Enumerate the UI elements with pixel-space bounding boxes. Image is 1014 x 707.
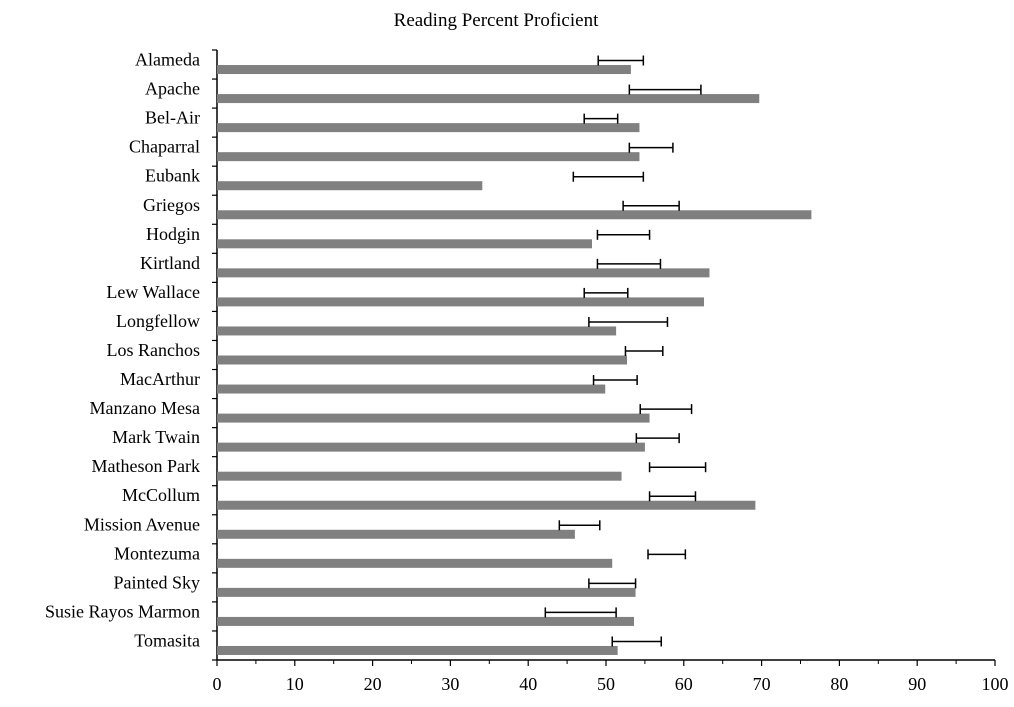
category-label: Los Ranchos xyxy=(107,340,201,360)
bar xyxy=(217,645,618,655)
x-tick-label: 90 xyxy=(908,674,926,694)
bar xyxy=(217,558,613,568)
bar xyxy=(217,355,628,365)
bar xyxy=(217,616,635,626)
category-label: Matheson Park xyxy=(92,456,200,476)
bar xyxy=(217,152,640,162)
x-tick-label: 60 xyxy=(675,674,693,694)
bar xyxy=(217,384,606,394)
bar xyxy=(217,268,710,278)
x-tick-label: 10 xyxy=(286,674,304,694)
bar xyxy=(217,587,636,597)
category-label: Longfellow xyxy=(116,311,200,331)
category-label: McCollum xyxy=(122,485,200,505)
x-tick-label: 100 xyxy=(982,674,1009,694)
bar xyxy=(217,210,812,220)
category-label: Montezuma xyxy=(114,543,200,563)
chart-title: Reading Percent Proficient xyxy=(394,10,599,31)
category-label: Kirtland xyxy=(140,253,200,273)
bar xyxy=(217,65,631,75)
bar xyxy=(217,326,617,336)
x-tick-label: 0 xyxy=(213,674,222,694)
category-label: Chaparral xyxy=(129,137,200,157)
category-label: Lew Wallace xyxy=(106,282,200,302)
category-label: Susie Rayos Marmon xyxy=(45,601,200,621)
x-tick-label: 50 xyxy=(597,674,615,694)
x-tick-label: 70 xyxy=(753,674,771,694)
category-label: Painted Sky xyxy=(113,572,200,592)
bar xyxy=(217,529,575,539)
bar xyxy=(217,94,760,104)
bar xyxy=(217,239,592,249)
category-label: Griegos xyxy=(143,195,200,215)
category-label: MacArthur xyxy=(120,369,200,389)
x-tick-label: 40 xyxy=(519,674,537,694)
category-label: Tomasita xyxy=(134,630,200,650)
category-label: Mark Twain xyxy=(112,427,200,447)
category-label: Apache xyxy=(145,79,200,99)
bar xyxy=(217,471,622,481)
bar xyxy=(217,123,640,133)
category-label: Bel-Air xyxy=(145,108,200,128)
category-label: Eubank xyxy=(145,166,200,186)
category-label: Alameda xyxy=(135,50,200,70)
x-tick-label: 30 xyxy=(441,674,459,694)
bar xyxy=(217,442,645,452)
bar xyxy=(217,413,650,423)
bar xyxy=(217,500,756,510)
category-label: Hodgin xyxy=(146,224,200,244)
x-tick-label: 20 xyxy=(364,674,382,694)
category-label: Mission Avenue xyxy=(84,514,200,534)
category-label: Manzano Mesa xyxy=(90,398,200,418)
bar xyxy=(217,181,483,191)
x-tick-label: 80 xyxy=(830,674,848,694)
plot-area: 0 10 20 30 40 50 60 70 80 90 100 Alameda Apache Bel-A… xyxy=(45,49,1009,694)
bar xyxy=(217,297,705,307)
